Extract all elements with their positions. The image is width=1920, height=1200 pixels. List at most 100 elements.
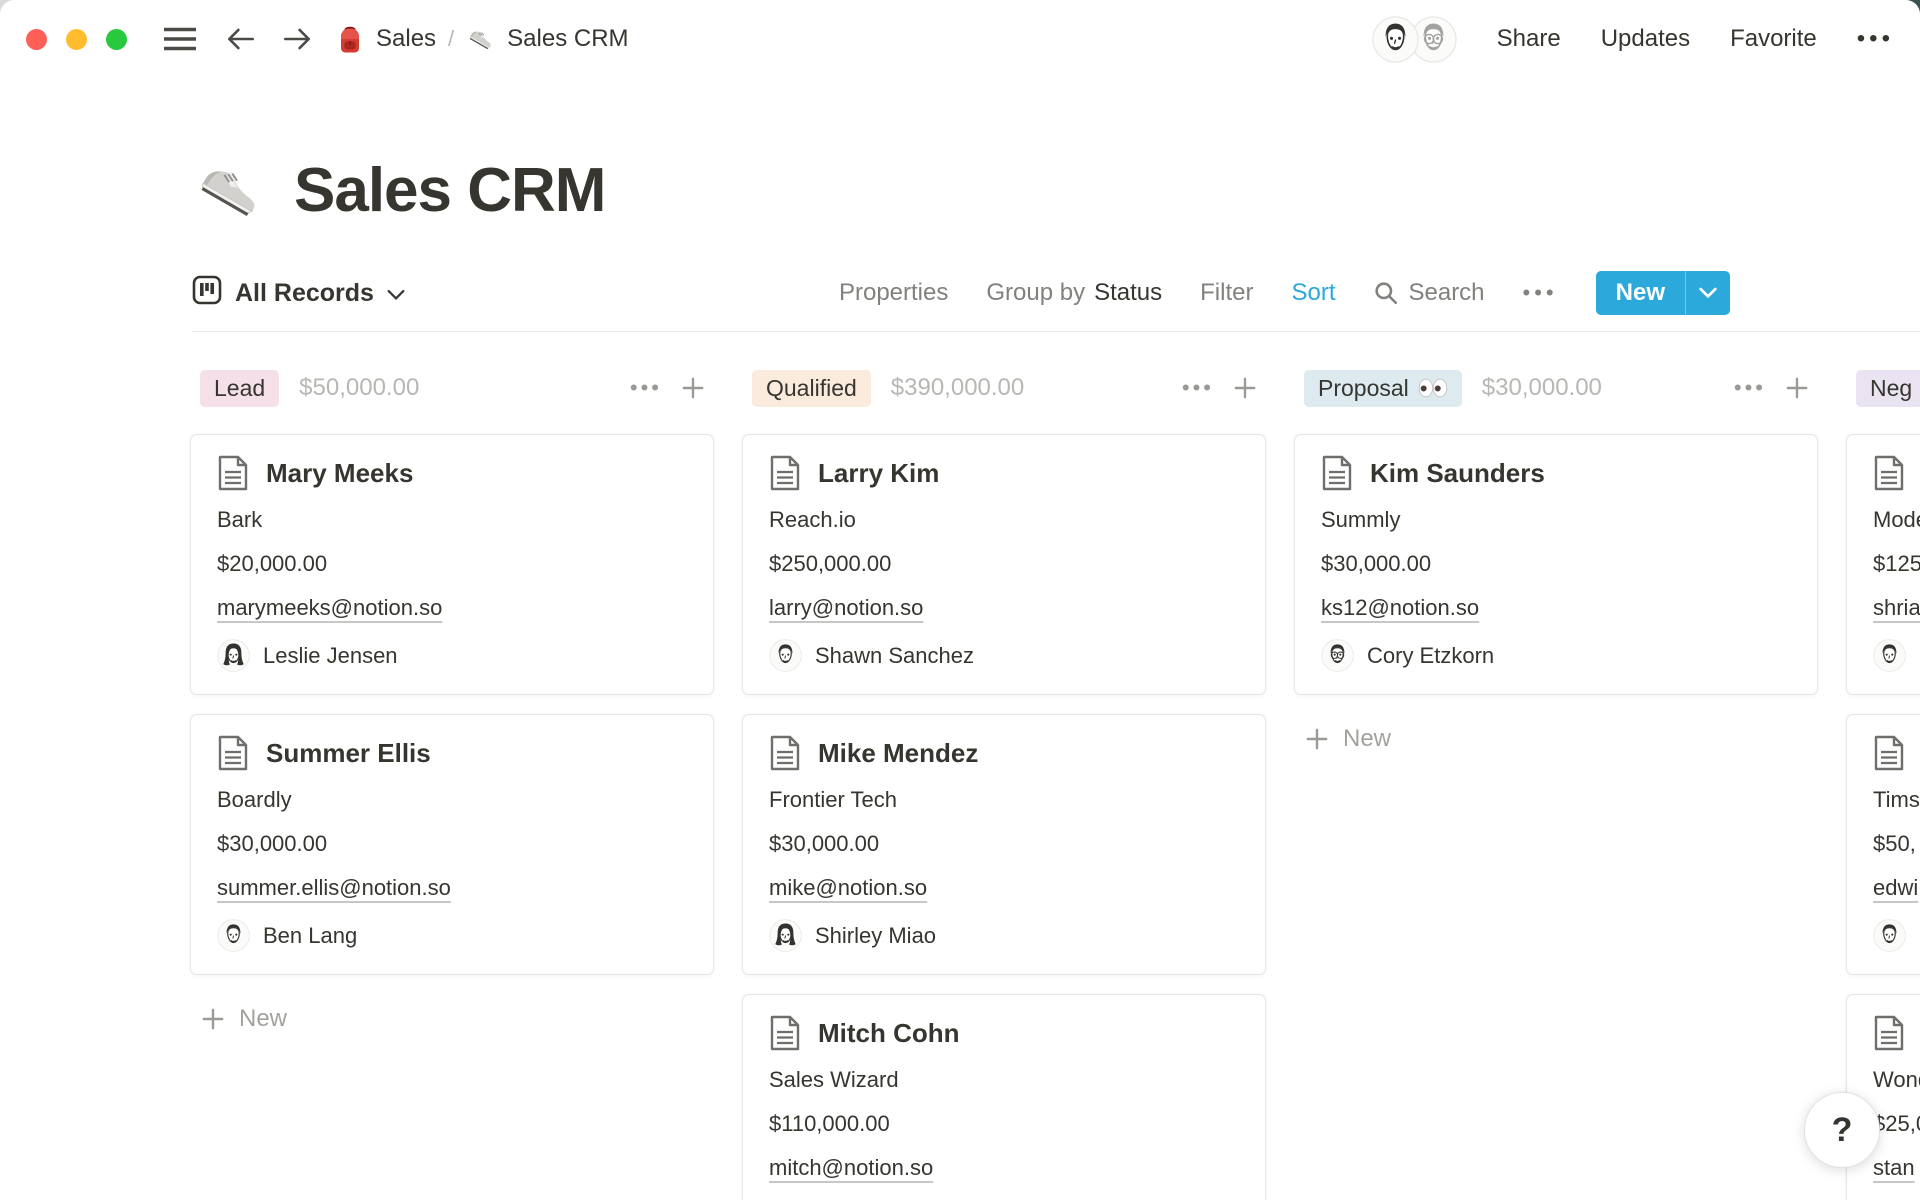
page-icon xyxy=(217,735,249,771)
favorite-button[interactable]: Favorite xyxy=(1730,25,1817,52)
card[interactable]: S Mode $125,0 shria E xyxy=(1846,434,1920,695)
eyes-emoji-icon xyxy=(1418,378,1448,398)
card-email-row: larry@notion.so xyxy=(769,593,1239,623)
column-header: Neg••• xyxy=(1846,369,1920,407)
chevron-down-icon[interactable] xyxy=(1686,287,1730,299)
card-company: Bark xyxy=(217,507,263,532)
card-value: $25,0 xyxy=(1873,1111,1920,1136)
sidebar-toggle-icon[interactable] xyxy=(159,23,201,55)
column-neg: Neg••• S Mode $125,0 shria E E Tims $50, edwi H S Wo… xyxy=(1846,369,1920,1200)
card[interactable]: E Tims $50, edwi H xyxy=(1846,714,1920,975)
card-email-link[interactable]: larry@notion.so xyxy=(769,595,924,620)
breadcrumb-item-sales[interactable]: Sales xyxy=(327,20,444,58)
status-pill-proposal[interactable]: Proposal xyxy=(1304,369,1462,407)
card-email-link[interactable]: summer.ellis@notion.so xyxy=(217,875,451,900)
collaborator-avatar-2[interactable] xyxy=(1409,15,1457,63)
add-card-label: New xyxy=(239,1005,288,1032)
page-icon xyxy=(769,735,801,771)
card-title-row: Summer Ellis xyxy=(217,735,687,771)
card-company: Mode xyxy=(1873,507,1920,532)
card-email-link[interactable]: mike@notion.so xyxy=(769,875,928,900)
toolbar-divider xyxy=(192,331,1920,332)
toolbar-more-icon[interactable]: ••• xyxy=(1522,280,1558,305)
new-button-divider xyxy=(1685,271,1686,315)
column-more-icon[interactable]: ••• xyxy=(1733,375,1766,400)
card-value: $50, xyxy=(1873,831,1916,856)
card-email-link[interactable]: mitch@notion.so xyxy=(769,1155,934,1180)
add-card-button[interactable]: New xyxy=(1304,725,1818,753)
status-pill-lead[interactable]: Lead xyxy=(200,369,280,407)
toolbar-item-properties[interactable]: Properties xyxy=(839,279,948,307)
card-email-link[interactable]: stan xyxy=(1873,1155,1915,1180)
collaborator-avatar-1[interactable] xyxy=(1371,15,1419,63)
toolbar-item-sort[interactable]: Sort xyxy=(1291,279,1335,307)
card-value: $110,000.00 xyxy=(769,1111,890,1136)
assignee-avatar xyxy=(1873,639,1906,672)
card-value: $125,0 xyxy=(1873,551,1920,576)
topbar: Sales / Sales CRM Share Updates Favorite ••• xyxy=(0,0,1920,78)
card[interactable]: Kim Saunders Summly $30,000.00 ks12@notion.… xyxy=(1294,434,1818,695)
card-title-row: Mike Mendez xyxy=(769,735,1239,771)
back-arrow-icon[interactable] xyxy=(223,24,259,54)
card-title-row: E xyxy=(1873,735,1920,771)
card[interactable]: Mary Meeks Bark $20,000.00 marymeeks@notion… xyxy=(190,434,714,695)
page-icon xyxy=(769,455,801,491)
page-icon-sneaker[interactable] xyxy=(192,152,268,228)
close-window-button[interactable] xyxy=(26,28,47,50)
card-value: $20,000.00 xyxy=(217,551,328,576)
column-header: Qualified $390,000.00 ••• xyxy=(742,369,1266,407)
card-email-row: summer.ellis@notion.so xyxy=(217,873,687,903)
status-pill-label: Lead xyxy=(214,374,266,401)
card-title: Summer Ellis xyxy=(266,737,431,768)
card[interactable]: Mike Mendez Frontier Tech $30,000.00 mike@n… xyxy=(742,714,1266,975)
assignee-name: Leslie Jensen xyxy=(263,642,398,668)
status-pill-label: Neg xyxy=(1870,374,1913,401)
zoom-window-button[interactable] xyxy=(106,28,127,50)
card-email-link[interactable]: shria xyxy=(1873,595,1920,620)
add-card-button[interactable]: New xyxy=(200,1005,714,1033)
status-pill-neg[interactable]: Neg xyxy=(1856,369,1920,407)
card-title-row: Mary Meeks xyxy=(217,455,687,491)
column-controls: ••• xyxy=(1734,375,1810,401)
toolbar-item-search[interactable]: Search xyxy=(1373,279,1485,307)
card-value: $30,000.00 xyxy=(217,831,328,856)
column-more-icon[interactable]: ••• xyxy=(629,375,662,400)
card-email-row: marymeeks@notion.so xyxy=(217,593,687,623)
card[interactable]: Mitch Cohn Sales Wizard $110,000.00 mitch@n… xyxy=(742,994,1266,1200)
forward-arrow-icon[interactable] xyxy=(279,24,315,54)
view-toolbar: All Records Properties Group by Status Filt… xyxy=(192,270,1730,316)
column-controls: ••• xyxy=(630,375,706,401)
card-email-row: ks12@notion.so xyxy=(1321,593,1791,623)
column-qualified: Qualified $390,000.00 ••• Larry Kim Reach.io… xyxy=(742,369,1266,1200)
help-button[interactable]: ? xyxy=(1804,1092,1880,1168)
toolbar-item-group-by[interactable]: Group by Status xyxy=(986,279,1162,307)
page-title[interactable]: Sales CRM xyxy=(294,155,606,225)
assignee-avatar xyxy=(769,919,802,952)
more-options-icon[interactable]: ••• xyxy=(1856,25,1894,52)
column-add-icon[interactable] xyxy=(1232,375,1258,401)
toolbar-item-filter[interactable]: Filter xyxy=(1200,279,1253,307)
toolbar-item-label: Sort xyxy=(1291,279,1336,306)
column-add-icon[interactable] xyxy=(680,375,706,401)
card-email-link[interactable]: marymeeks@notion.so xyxy=(217,595,443,620)
card-title-row: S xyxy=(1873,455,1920,491)
toolbar-item-label: Group by xyxy=(986,279,1086,306)
column-controls: ••• xyxy=(1182,375,1258,401)
column-add-icon[interactable] xyxy=(1784,375,1810,401)
card[interactable]: Summer Ellis Boardly $30,000.00 summer.elli… xyxy=(190,714,714,975)
minimize-window-button[interactable] xyxy=(66,28,87,50)
share-button[interactable]: Share xyxy=(1496,25,1561,52)
status-pill-qualified[interactable]: Qualified xyxy=(752,369,871,407)
breadcrumb-item-sales-crm[interactable]: Sales CRM xyxy=(458,20,636,58)
column-more-icon[interactable]: ••• xyxy=(1181,375,1214,400)
toolbar-item-label: Filter xyxy=(1200,279,1254,306)
updates-button[interactable]: Updates xyxy=(1600,25,1691,52)
assignee-row: Shirley Miao xyxy=(769,919,1239,952)
assignee-avatar xyxy=(1321,639,1354,672)
card[interactable]: Larry Kim Reach.io $250,000.00 larry@notion… xyxy=(742,434,1266,695)
card-email-link[interactable]: ks12@notion.so xyxy=(1321,595,1480,620)
page-icon xyxy=(1873,1015,1905,1051)
view-switcher[interactable]: All Records xyxy=(192,271,413,316)
new-button[interactable]: New xyxy=(1595,271,1730,315)
card-email-link[interactable]: edwi xyxy=(1873,875,1919,900)
